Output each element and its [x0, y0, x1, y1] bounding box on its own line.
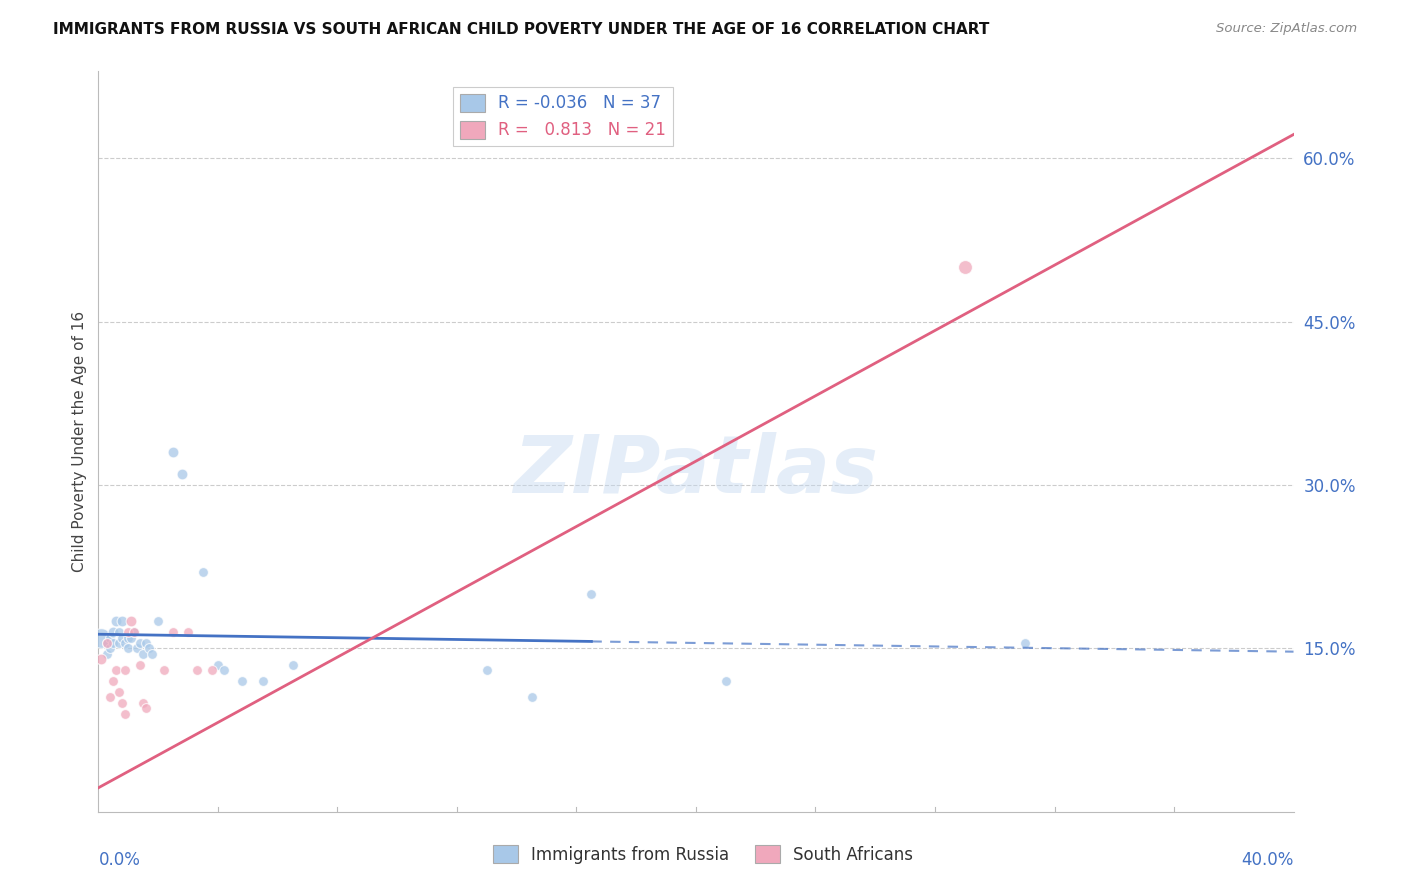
Point [148, 614, 170, 628]
Legend: R = -0.036   N = 37, R =   0.813   N = 21: R = -0.036 N = 37, R = 0.813 N = 21 [453, 87, 673, 146]
Point [105, 614, 128, 628]
Point [124, 625, 146, 640]
Text: 40.0%: 40.0% [1241, 851, 1294, 869]
Point [135, 701, 157, 715]
Point [132, 647, 155, 661]
Point [117, 631, 139, 645]
Point [177, 625, 200, 640]
Legend: Immigrants from Russia, South Africans: Immigrants from Russia, South Africans [486, 838, 920, 871]
Point [1014, 636, 1036, 650]
Point [714, 674, 737, 689]
Point [103, 625, 125, 640]
Point [111, 631, 134, 645]
Point [103, 674, 125, 689]
Point [475, 663, 498, 677]
Point [172, 467, 194, 482]
Point [212, 663, 235, 677]
Point [105, 663, 128, 677]
Point [129, 657, 152, 672]
Point [207, 657, 229, 672]
Point [953, 260, 976, 275]
Point [191, 565, 214, 579]
Point [111, 696, 134, 710]
Point [96, 636, 118, 650]
Point [138, 641, 160, 656]
Point [231, 674, 253, 689]
Point [103, 636, 125, 650]
Point [132, 696, 155, 710]
Point [96, 636, 118, 650]
Point [135, 636, 157, 650]
Point [114, 706, 136, 721]
Point [124, 625, 146, 640]
Point [98, 690, 122, 705]
Point [90, 631, 112, 645]
Point [108, 636, 131, 650]
Point [201, 663, 224, 677]
Point [281, 657, 304, 672]
Point [127, 641, 149, 656]
Point [108, 685, 131, 699]
Point [153, 663, 176, 677]
Y-axis label: Child Poverty Under the Age of 16: Child Poverty Under the Age of 16 [72, 311, 87, 572]
Point [117, 625, 139, 640]
Text: ZIPatlas: ZIPatlas [513, 432, 879, 510]
Point [162, 625, 184, 640]
Point [162, 445, 184, 459]
Point [120, 631, 142, 645]
Point [114, 636, 136, 650]
Point [96, 647, 118, 661]
Point [129, 636, 152, 650]
Text: Source: ZipAtlas.com: Source: ZipAtlas.com [1216, 22, 1357, 36]
Point [117, 641, 139, 656]
Text: 0.0%: 0.0% [98, 851, 141, 869]
Point [90, 652, 112, 666]
Point [252, 674, 274, 689]
Point [108, 625, 131, 640]
Point [120, 614, 142, 628]
Point [111, 614, 134, 628]
Text: IMMIGRANTS FROM RUSSIA VS SOUTH AFRICAN CHILD POVERTY UNDER THE AGE OF 16 CORREL: IMMIGRANTS FROM RUSSIA VS SOUTH AFRICAN … [53, 22, 990, 37]
Point [98, 641, 122, 656]
Point [98, 631, 122, 645]
Point [114, 663, 136, 677]
Point [141, 647, 163, 661]
Point [186, 663, 208, 677]
Point [520, 690, 543, 705]
Point [581, 587, 603, 601]
